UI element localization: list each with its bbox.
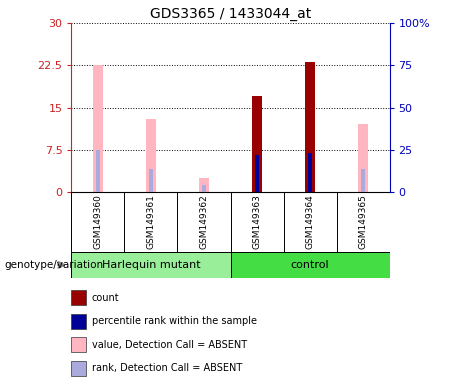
Text: GSM149364: GSM149364: [306, 194, 314, 249]
Bar: [252, 96, 262, 192]
Bar: [305, 63, 315, 192]
Text: GSM149363: GSM149363: [253, 194, 261, 249]
Text: genotype/variation: genotype/variation: [5, 260, 104, 270]
Bar: [71, 290, 86, 305]
Bar: [199, 178, 209, 192]
Text: percentile rank within the sample: percentile rank within the sample: [92, 316, 257, 326]
Bar: [71, 252, 230, 278]
Text: value, Detection Call = ABSENT: value, Detection Call = ABSENT: [92, 340, 247, 350]
Text: rank, Detection Call = ABSENT: rank, Detection Call = ABSENT: [92, 363, 242, 373]
Bar: [255, 156, 259, 192]
Bar: [358, 124, 368, 192]
Bar: [361, 169, 365, 192]
Bar: [93, 65, 103, 192]
Bar: [202, 185, 206, 192]
Bar: [230, 252, 390, 278]
Bar: [71, 314, 86, 329]
Bar: [71, 361, 86, 376]
Bar: [149, 169, 153, 192]
Text: count: count: [92, 293, 119, 303]
Text: GSM149361: GSM149361: [147, 194, 155, 249]
Text: GSM149362: GSM149362: [200, 194, 208, 249]
Bar: [308, 152, 312, 192]
Bar: [71, 338, 86, 353]
Text: control: control: [291, 260, 329, 270]
Text: GSM149365: GSM149365: [359, 194, 367, 249]
Bar: [96, 150, 100, 192]
Bar: [146, 119, 156, 192]
Text: GSM149360: GSM149360: [94, 194, 102, 249]
Title: GDS3365 / 1433044_at: GDS3365 / 1433044_at: [150, 7, 311, 21]
Text: Harlequin mutant: Harlequin mutant: [102, 260, 200, 270]
